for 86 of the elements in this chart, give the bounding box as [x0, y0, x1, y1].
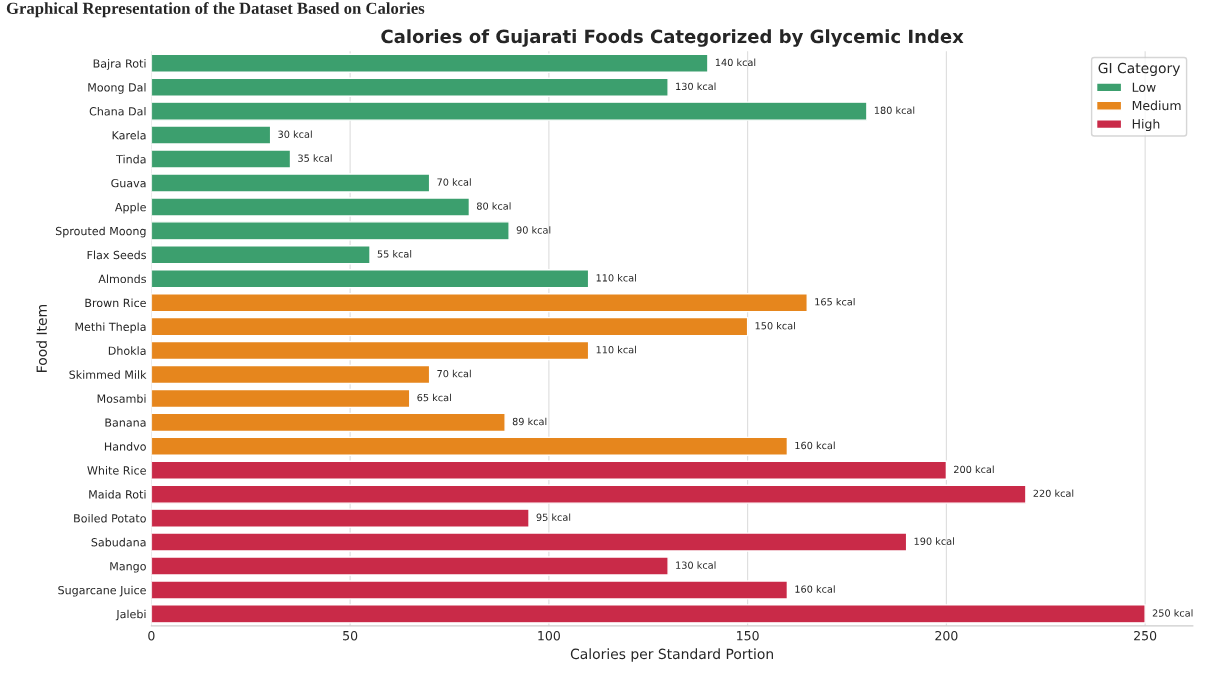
data-label: 200 kcal [954, 465, 994, 474]
y-tick-label: Flax Seeds [87, 250, 146, 260]
y-tick-label: Methi Thepla [75, 322, 146, 334]
bar [151, 436, 789, 456]
x-tick-label: 100 [538, 630, 560, 641]
y-tick-label: Sugarcane Juice [58, 585, 146, 597]
bar [151, 173, 431, 193]
data-label: 180 kcal [874, 106, 915, 114]
y-tick-label: Jalebi [115, 609, 146, 621]
bar [151, 245, 371, 265]
y-tick-label: Karela [112, 130, 146, 140]
legend-label: Low [1132, 82, 1156, 92]
bar [151, 364, 431, 385]
data-label: 130 kcal [676, 561, 716, 569]
y-tick-label: Sprouted Moong [55, 226, 146, 238]
bar [151, 53, 709, 73]
y-tick-label: Guava [111, 178, 146, 188]
legend-title: GI Category [1098, 62, 1181, 76]
data-label: 70 kcal [437, 369, 471, 378]
y-tick-label: Brown Rice [85, 298, 146, 308]
x-tick-label: 250 [1134, 630, 1157, 641]
data-label: 165 kcal [815, 297, 855, 306]
bar [151, 149, 292, 169]
x-tick-label: 150 [737, 630, 759, 641]
data-label: 250 kcal [1152, 609, 1193, 617]
data-label: 65 kcal [417, 393, 451, 402]
data-label: 220 kcal [1033, 489, 1074, 498]
bar [151, 460, 948, 480]
bar [151, 101, 868, 121]
bar [151, 412, 506, 433]
y-tick-label: Bajra Roti [93, 59, 146, 70]
x-tick-label: 0 [148, 630, 155, 641]
bar [151, 532, 908, 552]
y-tick-label: White Rice [87, 466, 146, 475]
y-tick-label: Dhokla [108, 346, 146, 355]
chart-title: Calories of Gujarati Foods Categorized by Glycemic Index [381, 29, 964, 47]
data-label: 140 kcal [715, 58, 756, 67]
y-tick-label: Almonds [98, 274, 146, 284]
y-tick-label: Mango [110, 562, 146, 573]
legend-label: High [1132, 118, 1160, 132]
y-tick-label: Banana [105, 418, 146, 427]
data-label: 160 kcal [795, 441, 835, 450]
data-label: 190 kcal [914, 537, 954, 545]
bar [151, 221, 510, 241]
data-label: 70 kcal [437, 178, 471, 186]
data-label: 110 kcal [596, 274, 636, 282]
data-label: 130 kcal [676, 82, 716, 91]
data-label: 30 kcal [278, 130, 312, 138]
bar [151, 508, 530, 528]
y-tick-label: Skimmed Milk [69, 370, 147, 379]
data-label: 95 kcal [536, 513, 571, 521]
y-tick-label: Tinda [116, 154, 146, 164]
y-axis-title: Food Item [36, 305, 47, 372]
bar [151, 269, 590, 289]
bar [151, 77, 669, 97]
bar [151, 484, 1027, 504]
y-tick-label: Handvo [104, 442, 146, 451]
bar [151, 125, 272, 145]
bar [151, 340, 590, 361]
data-label: 35 kcal [298, 154, 332, 162]
bar [151, 556, 669, 576]
y-tick-label: Chana Dal [89, 106, 146, 116]
data-label: 90 kcal [516, 226, 551, 234]
data-label: 89 kcal [512, 417, 547, 426]
data-label: 80 kcal [476, 202, 511, 210]
x-tick-label: 50 [343, 630, 358, 641]
data-label: 160 kcal [795, 585, 835, 593]
y-tick-label: Moong Dal [88, 82, 146, 94]
data-label: 150 kcal [755, 321, 795, 330]
text: Graphical Representation of the Dataset Based on Calories [6, 2, 425, 18]
bar [151, 388, 411, 409]
y-tick-label: Mosambi [97, 394, 146, 403]
legend-label: Medium [1132, 100, 1181, 111]
data-label: 110 kcal [596, 345, 636, 354]
data-label: 55 kcal [377, 250, 412, 258]
y-tick-label: Apple [114, 202, 146, 214]
x-tick-label: 200 [935, 630, 958, 641]
bar [151, 316, 749, 337]
bar [151, 292, 808, 313]
bar [151, 580, 789, 600]
y-tick-label: Boiled Potato [74, 513, 146, 523]
y-tick-label: Maida Roti [89, 489, 146, 499]
bar [151, 197, 471, 217]
x-axis-title: Calories per Standard Portion [570, 648, 773, 662]
y-tick-label: Sabudana [91, 537, 146, 547]
bar [151, 604, 1146, 624]
